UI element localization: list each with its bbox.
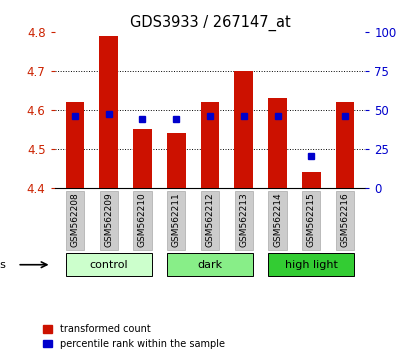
Text: GSM562209: GSM562209 [104,192,113,247]
Legend: transformed count, percentile rank within the sample: transformed count, percentile rank withi… [43,324,225,349]
Bar [302,172,320,188]
Text: GSM562214: GSM562214 [273,192,282,247]
Bar [66,191,84,250]
Bar [336,102,354,188]
Text: dark: dark [197,260,223,270]
Text: GSM562216: GSM562216 [341,192,349,247]
Bar [66,102,84,188]
Bar [268,98,287,188]
Bar [100,36,118,188]
Bar [268,253,354,276]
Bar [100,191,118,250]
Bar [302,191,320,250]
Bar [167,191,185,250]
Text: GSM562213: GSM562213 [239,192,248,247]
Bar [234,71,253,188]
Bar [167,253,253,276]
Title: GDS3933 / 267147_at: GDS3933 / 267147_at [130,14,290,30]
Text: GSM562210: GSM562210 [138,192,147,247]
Bar [336,191,354,250]
Bar [201,191,219,250]
Bar [201,102,219,188]
Bar [66,253,152,276]
Bar [268,191,287,250]
Text: GSM562215: GSM562215 [307,192,316,247]
Bar [133,191,152,250]
Bar [235,191,253,250]
Bar [167,133,186,188]
Bar [133,129,152,188]
Text: control: control [89,260,128,270]
Text: high light: high light [285,260,338,270]
Text: GSM562212: GSM562212 [205,192,215,247]
Text: GSM562208: GSM562208 [71,192,79,247]
Text: GSM562211: GSM562211 [172,192,181,247]
Text: stress: stress [0,260,6,270]
